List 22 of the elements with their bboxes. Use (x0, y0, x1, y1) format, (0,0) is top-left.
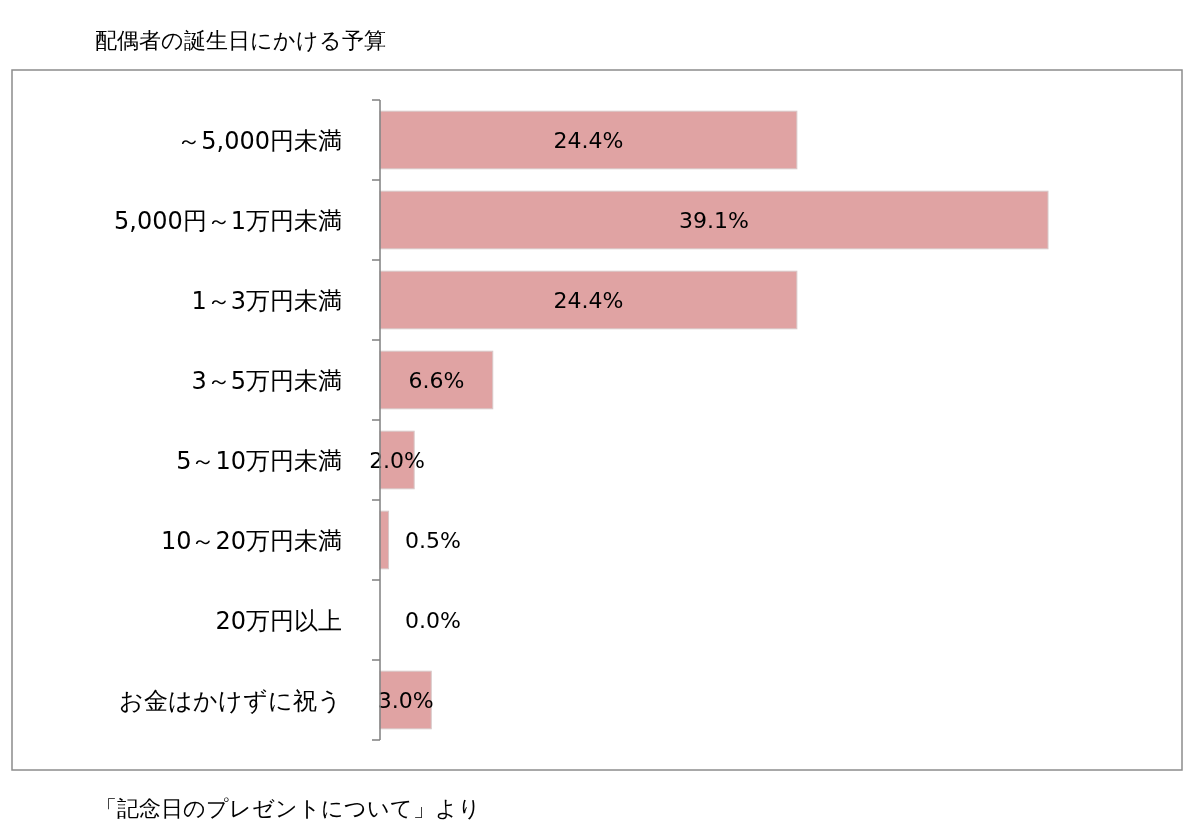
data-label: 2.0% (369, 448, 426, 473)
bar (379, 110, 798, 170)
data-label: 3.0% (377, 688, 434, 713)
data-label: 24.4% (553, 128, 624, 153)
y-tick-label: 5,000円～1万円未満 (114, 207, 342, 235)
data-label: 0.5% (405, 528, 461, 553)
y-tick-label: 3～5万円未満 (191, 367, 342, 395)
bar (379, 270, 798, 330)
y-tick-label: お金はかけずに祝う (119, 687, 342, 715)
y-tick-label: 5～10万円未満 (176, 447, 342, 475)
data-label: 24.4% (553, 288, 624, 313)
bar (379, 350, 494, 410)
data-label: 0.0% (405, 608, 461, 633)
data-label: 6.6% (408, 368, 465, 393)
y-tick-label: 10～20万円未満 (160, 527, 342, 555)
y-tick-label: 1～3万円未満 (191, 287, 342, 315)
y-tick-label: ～5,000円未満 (177, 127, 342, 155)
y-tick-label: 20万円以上 (215, 607, 342, 635)
chart-title: 配偶者の誕生日にかける予算 (95, 28, 386, 53)
bar (379, 190, 1049, 250)
text: 「記念日のプレゼントについて」より (95, 796, 481, 821)
data-label: 39.1% (679, 208, 749, 233)
